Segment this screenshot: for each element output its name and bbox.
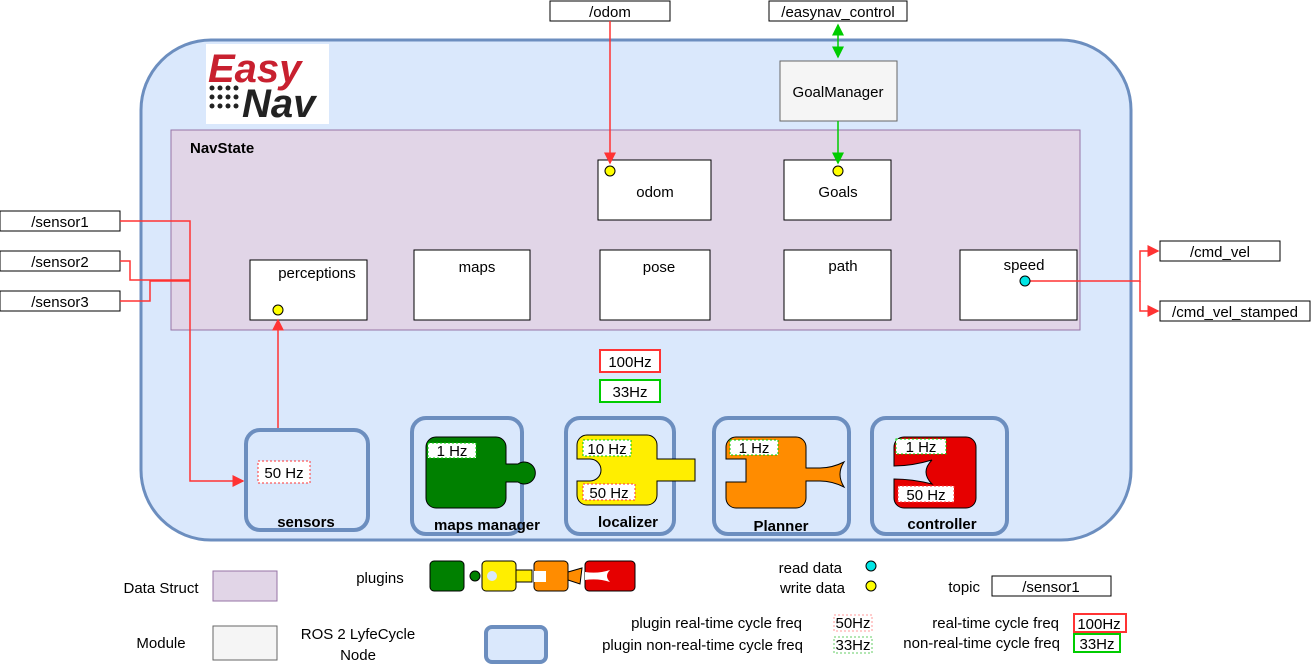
- svg-text:Goals: Goals: [818, 184, 857, 201]
- legend-module-label: Module: [136, 635, 185, 652]
- topic-odom: /odom: [549, 0, 671, 22]
- module-maps-manager: 1 Hz maps manager: [410, 416, 540, 536]
- navstate-field-speed: speed: [959, 249, 1078, 321]
- legend-read-data-label: read data: [779, 560, 843, 577]
- legend-plugin-rt-label: plugin real-time cycle freq: [631, 615, 802, 632]
- svg-text:sensors: sensors: [277, 514, 335, 531]
- legend-data-struct-label: Data Struct: [123, 580, 199, 597]
- navstate-field-maps: maps: [413, 249, 531, 321]
- topic-sensor3: /sensor3: [0, 290, 121, 312]
- legend-ros2-node-swatch: [484, 625, 548, 664]
- topic-cmd-vel: /cmd_vel: [1159, 240, 1281, 262]
- svg-text:maps manager: maps manager: [434, 517, 540, 534]
- legend-rt-value: 100Hz: [1077, 616, 1120, 633]
- svg-text:/sensor3: /sensor3: [31, 294, 89, 311]
- svg-text:33Hz: 33Hz: [612, 384, 647, 401]
- svg-text:1 Hz: 1 Hz: [437, 443, 468, 460]
- legend-topic-example: /sensor1: [1022, 579, 1080, 596]
- svg-text:Planner: Planner: [753, 518, 808, 535]
- module-planner: 1 Hz Planner: [712, 416, 851, 536]
- legend-topic-label: topic: [948, 579, 980, 596]
- svg-text:/sensor1: /sensor1: [31, 214, 89, 231]
- navstate-title: NavState: [190, 140, 254, 157]
- svg-text:/easynav_control: /easynav_control: [781, 4, 894, 21]
- svg-text:100Hz: 100Hz: [608, 354, 651, 371]
- svg-text:/cmd_vel_stamped: /cmd_vel_stamped: [1172, 304, 1298, 321]
- legend-ros2-node-label-line1: ROS 2 LyfeCycle: [301, 626, 416, 643]
- sensor3-line: [120, 280, 190, 302]
- module-controller: 1 Hz 50 Hz controller: [870, 416, 1009, 536]
- legend-write-data-label: write data: [779, 580, 846, 597]
- connections: [120, 21, 1160, 487]
- legend: Data Struct Module plugins ROS 2 LyfeCyc…: [123, 560, 1127, 664]
- write-dot-odom: [604, 165, 616, 177]
- svg-text:10 Hz: 10 Hz: [587, 441, 626, 458]
- svg-text:pose: pose: [643, 259, 676, 276]
- svg-text:/sensor2: /sensor2: [31, 254, 89, 271]
- topic-cmd-vel-stamped: /cmd_vel_stamped: [1159, 300, 1311, 322]
- legend-plugin-nrt-value: 33Hz: [835, 637, 870, 654]
- legend-read-dot: [865, 560, 877, 572]
- topic-sensor1: /sensor1: [0, 210, 121, 232]
- node-rt-freq: 100Hz: [599, 349, 661, 373]
- svg-text:1 Hz: 1 Hz: [739, 440, 770, 457]
- legend-plugin-nrt-label: plugin non-real-time cycle freq: [602, 637, 803, 654]
- svg-text:50 Hz: 50 Hz: [264, 465, 303, 482]
- goal-manager: [779, 60, 898, 122]
- svg-text:/cmd_vel: /cmd_vel: [1190, 244, 1250, 261]
- module-sensors: 50 Hz sensors: [244, 428, 370, 532]
- svg-text:perceptions: perceptions: [278, 265, 356, 282]
- goal-manager-label: GoalManager: [793, 84, 884, 101]
- easynav-logo: Easy Nav: [206, 44, 329, 126]
- navstate-field-path: path: [783, 249, 892, 321]
- svg-text:localizer: localizer: [598, 514, 658, 531]
- legend-data-struct-swatch: [212, 570, 278, 602]
- svg-text:50 Hz: 50 Hz: [906, 487, 945, 504]
- node-nrt-freq: 33Hz: [599, 379, 661, 403]
- legend-module-swatch: [212, 625, 278, 661]
- svg-text:50 Hz: 50 Hz: [589, 485, 628, 502]
- svg-text:controller: controller: [907, 516, 976, 533]
- svg-text:odom: odom: [636, 184, 674, 201]
- write-dot-perceptions: [272, 304, 284, 316]
- navstate-field-pose: pose: [599, 249, 711, 321]
- svg-text:Easy: Easy: [208, 47, 303, 91]
- legend-plugin-rt-value: 50Hz: [835, 615, 870, 632]
- sensor2-line: [120, 260, 190, 281]
- svg-text:1 Hz: 1 Hz: [906, 439, 937, 456]
- speed-read-line: [1025, 245, 1160, 282]
- sensor1-line: [120, 220, 245, 487]
- navstate-field-perceptions: perceptions: [249, 259, 368, 321]
- legend-ros2-node-label-line2: Node: [340, 647, 376, 664]
- svg-text:Nav: Nav: [242, 82, 318, 126]
- legend-nrt-label: non-real-time cycle freq: [903, 635, 1060, 652]
- legend-topic-box: [991, 575, 1112, 597]
- navstate-field-odom: odom: [597, 159, 712, 221]
- topic-easynav-control: /easynav_control: [768, 0, 908, 22]
- svg-text:maps: maps: [459, 259, 496, 276]
- legend-write-dot: [865, 580, 877, 592]
- legend-nrt-value: 33Hz: [1079, 636, 1114, 653]
- write-dot-goals: [832, 165, 844, 177]
- legend-plugins-icon: [429, 560, 636, 592]
- topic-sensor2: /sensor2: [0, 250, 121, 272]
- svg-text:speed: speed: [1004, 257, 1045, 274]
- read-dot-speed: [1019, 275, 1031, 287]
- speed-stamped-line: [1139, 281, 1160, 317]
- legend-rt-label: real-time cycle freq: [932, 615, 1059, 632]
- svg-text:path: path: [828, 258, 857, 275]
- svg-text:/odom: /odom: [589, 4, 631, 21]
- module-localizer: 10 Hz 50 Hz localizer: [564, 416, 696, 536]
- legend-plugins-label: plugins: [356, 570, 404, 587]
